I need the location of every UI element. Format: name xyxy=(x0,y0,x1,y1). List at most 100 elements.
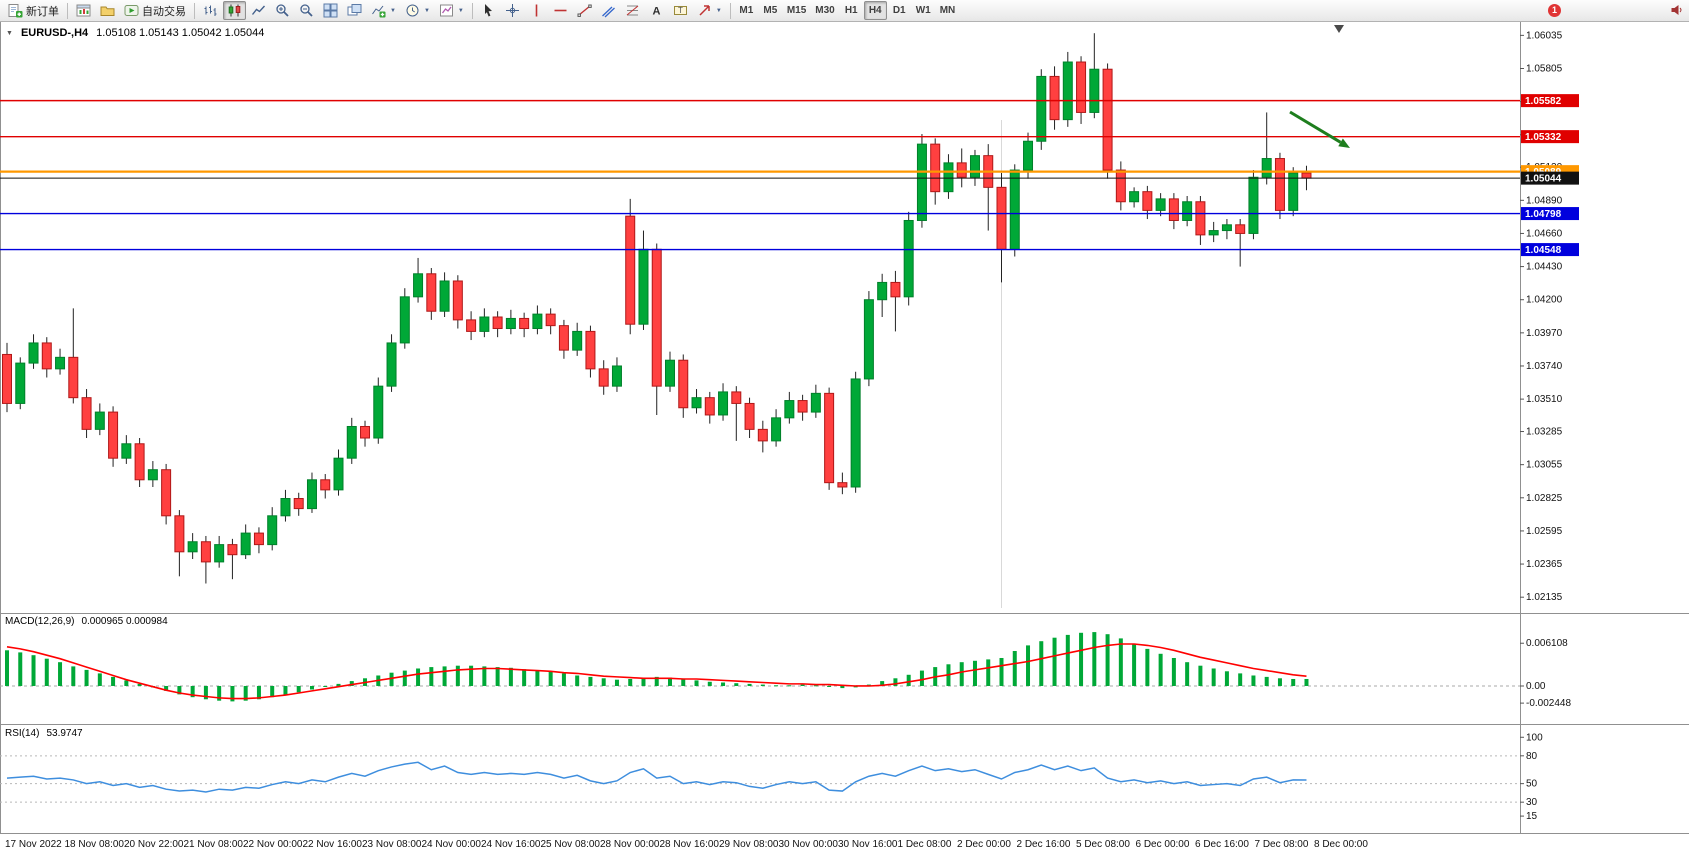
text-label-tool-button[interactable]: T xyxy=(669,1,692,20)
trendline-tool-button[interactable] xyxy=(573,1,596,20)
macd-histogram-bar xyxy=(1224,671,1229,686)
price-tick-label: 1.05805 xyxy=(1526,63,1563,74)
channel-tool-button[interactable] xyxy=(597,1,620,20)
candle-body xyxy=(1301,172,1312,179)
rsi-tick-label: 50 xyxy=(1526,779,1538,790)
macd-histogram-bar xyxy=(734,683,739,686)
rsi-indicator-label: RSI(14) 53.9747 xyxy=(5,728,83,739)
fibonacci-tool-button[interactable] xyxy=(621,1,644,20)
time-axis-label: 25 Nov 08:00 xyxy=(541,839,601,850)
candle-body xyxy=(108,411,119,459)
timeframe-h4-button[interactable]: H4 xyxy=(863,1,887,20)
candlestick-chart-button[interactable] xyxy=(223,1,246,20)
rsi-value: 53.9747 xyxy=(46,728,83,739)
text-tool-button[interactable]: A xyxy=(645,1,668,20)
candle-body xyxy=(704,397,715,416)
timeframe-m5-button[interactable]: M5 xyxy=(759,1,782,20)
timeframe-m15-button[interactable]: M15 xyxy=(783,1,810,20)
templates-button[interactable]: ▼ xyxy=(435,1,468,20)
macd-histogram-bar xyxy=(959,662,964,686)
candle-body xyxy=(373,385,384,439)
macd-histogram-bar xyxy=(1092,632,1097,686)
horizontal-line-icon xyxy=(554,9,567,12)
candle-body xyxy=(1089,68,1100,113)
new-chart-button[interactable] xyxy=(72,1,95,20)
rsi-tick-label: 100 xyxy=(1526,732,1543,743)
toolbar: 新订单 自动交易 ▼ ▼ ▼ xyxy=(0,0,1689,22)
candle-body xyxy=(1155,198,1166,211)
candle-body xyxy=(625,215,636,325)
candle-body xyxy=(214,544,225,563)
candle-body xyxy=(771,417,782,442)
candle-body xyxy=(598,368,609,387)
candle-body xyxy=(121,443,132,459)
macd-histogram-bar xyxy=(230,685,235,702)
collapse-indicators-icon[interactable]: ▼ xyxy=(6,29,13,37)
time-axis-label: 6 Dec 00:00 xyxy=(1136,839,1190,850)
vertical-line-tool-button[interactable] xyxy=(525,1,548,20)
candle-body xyxy=(333,457,344,491)
tile-windows-button[interactable] xyxy=(319,1,342,20)
cascade-windows-button[interactable] xyxy=(343,1,366,20)
macd-tick-label: 0.006108 xyxy=(1526,638,1568,649)
price-tick-label: 1.03740 xyxy=(1526,361,1563,372)
macd-histogram-bar xyxy=(1132,643,1137,686)
candle-body xyxy=(877,281,888,301)
timeframe-m30-button[interactable]: M30 xyxy=(811,1,838,20)
macd-histogram-bar xyxy=(1238,673,1243,686)
new-order-button[interactable]: 新订单 xyxy=(4,1,63,20)
add-indicator-icon xyxy=(372,5,386,18)
channel-icon xyxy=(601,6,615,18)
add-indicator-button[interactable]: ▼ xyxy=(367,1,400,20)
horizontal-line-tool-button[interactable] xyxy=(549,1,572,20)
candle-body xyxy=(651,248,662,387)
zoom-out-button[interactable] xyxy=(295,1,318,20)
candle-body xyxy=(545,313,556,327)
macd-histogram-bar xyxy=(668,677,672,686)
chart-shift-marker[interactable] xyxy=(1334,25,1344,33)
time-axis-label: 6 Dec 16:00 xyxy=(1195,839,1249,850)
timeframe-w1-button[interactable]: W1 xyxy=(912,1,935,20)
timeframe-mn-button[interactable]: MN xyxy=(936,1,960,20)
price-tick-label: 1.04890 xyxy=(1526,195,1563,206)
macd-histogram-bar xyxy=(1065,634,1070,686)
macd-indicator-label: MACD(12,26,9) 0.000965 0.000984 xyxy=(5,616,168,627)
price-tick-label: 1.02825 xyxy=(1526,493,1563,504)
cursor-tool-button[interactable] xyxy=(477,1,500,20)
candle-body xyxy=(492,316,503,330)
candle-body xyxy=(1115,169,1126,203)
zoom-in-button[interactable] xyxy=(271,1,294,20)
toolbar-separator xyxy=(471,2,473,19)
macd-histogram-bar xyxy=(190,685,195,698)
trend-arrow[interactable] xyxy=(1289,110,1342,144)
macd-histogram-bar xyxy=(1211,668,1216,686)
fibonacci-icon xyxy=(626,5,639,16)
auto-trading-button[interactable]: 自动交易 xyxy=(120,1,190,20)
crosshair-tool-button[interactable] xyxy=(501,1,524,20)
timeframe-d1-button[interactable]: D1 xyxy=(888,1,911,20)
support-line-2-badge xyxy=(1521,243,1579,257)
periods-button[interactable]: ▼ xyxy=(401,1,434,20)
bar-chart-button[interactable] xyxy=(199,1,222,20)
line-chart-button[interactable] xyxy=(247,1,270,20)
price-tick-label: 1.02595 xyxy=(1526,526,1563,537)
timeframe-m1-button[interactable]: M1 xyxy=(735,1,758,20)
candle-body xyxy=(996,186,1007,250)
profiles-button[interactable] xyxy=(96,1,119,20)
macd-histogram-bar xyxy=(256,685,261,700)
candle-body xyxy=(293,498,304,510)
timeframe-h1-button[interactable]: H1 xyxy=(840,1,863,20)
sound-icon[interactable] xyxy=(1670,3,1684,22)
arrows-tool-button[interactable]: ▼ xyxy=(693,1,726,20)
macd-histogram-bar xyxy=(999,657,1004,686)
candle-body xyxy=(161,469,172,517)
candle-body xyxy=(227,544,238,556)
candle-body xyxy=(784,400,795,419)
macd-histogram-bar xyxy=(906,674,911,686)
notification-badge[interactable]: 1 xyxy=(1548,4,1561,17)
tile-windows-icon xyxy=(323,3,338,18)
macd-histogram-bar xyxy=(508,667,513,686)
macd-histogram-bar xyxy=(18,652,23,686)
macd-histogram-bar xyxy=(1198,665,1203,686)
